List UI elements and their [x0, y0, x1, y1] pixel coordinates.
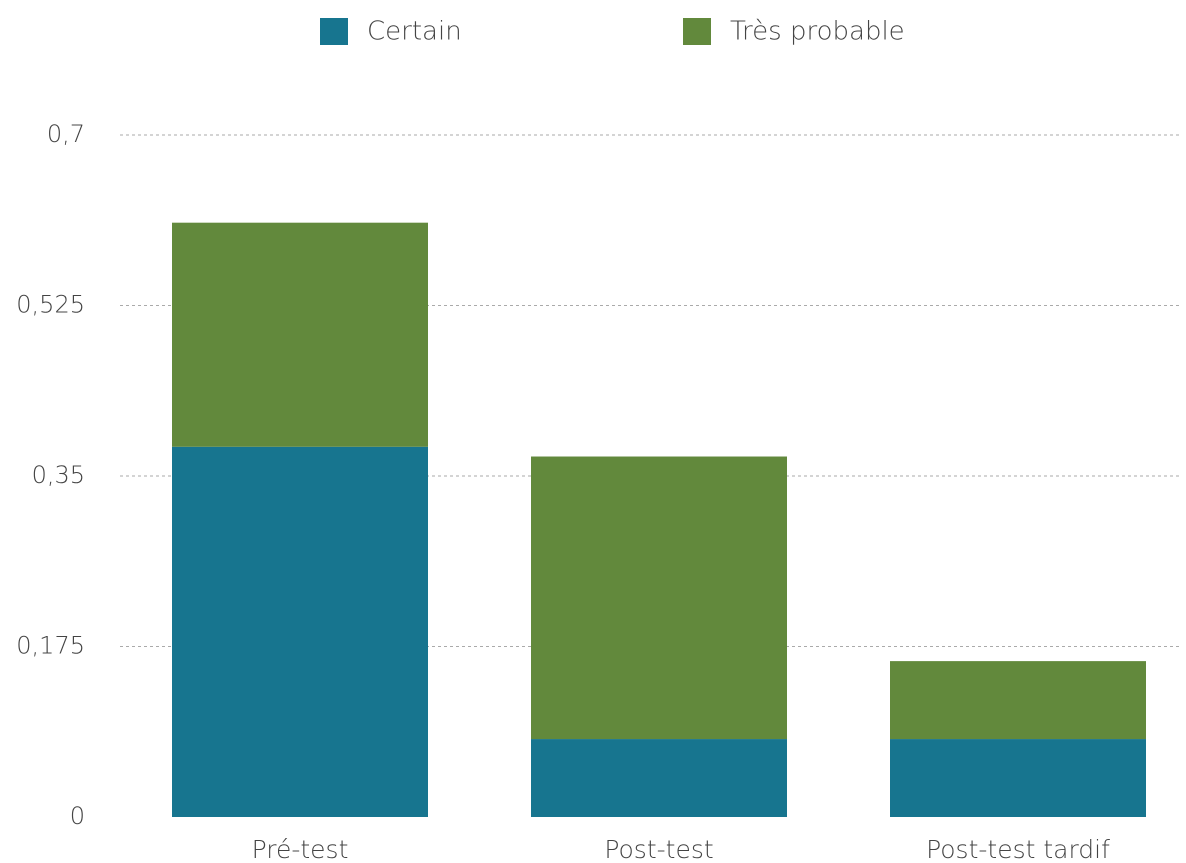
y-tick-label: 0,175: [16, 632, 85, 660]
bar-segment: [890, 661, 1146, 740]
y-tick-label: 0,7: [47, 120, 85, 148]
x-tick-label: Post-test tardif: [926, 835, 1110, 863]
bar-segment: [172, 222, 428, 447]
legend-label: Très probable: [730, 17, 905, 47]
bar-segment: [172, 446, 428, 817]
legend-swatch: [683, 18, 711, 45]
legend-label: Certain: [367, 17, 462, 47]
legend-swatch: [320, 18, 348, 45]
x-tick-label: Pré-test: [252, 835, 349, 863]
bar-segment: [531, 456, 787, 740]
bar-segment: [890, 739, 1146, 817]
y-tick-label: 0,35: [32, 461, 85, 489]
bar-segment: [531, 739, 787, 817]
y-tick-label: 0: [70, 802, 85, 830]
x-tick-label: Post-test: [604, 835, 713, 863]
y-tick-label: 0,525: [16, 291, 85, 319]
